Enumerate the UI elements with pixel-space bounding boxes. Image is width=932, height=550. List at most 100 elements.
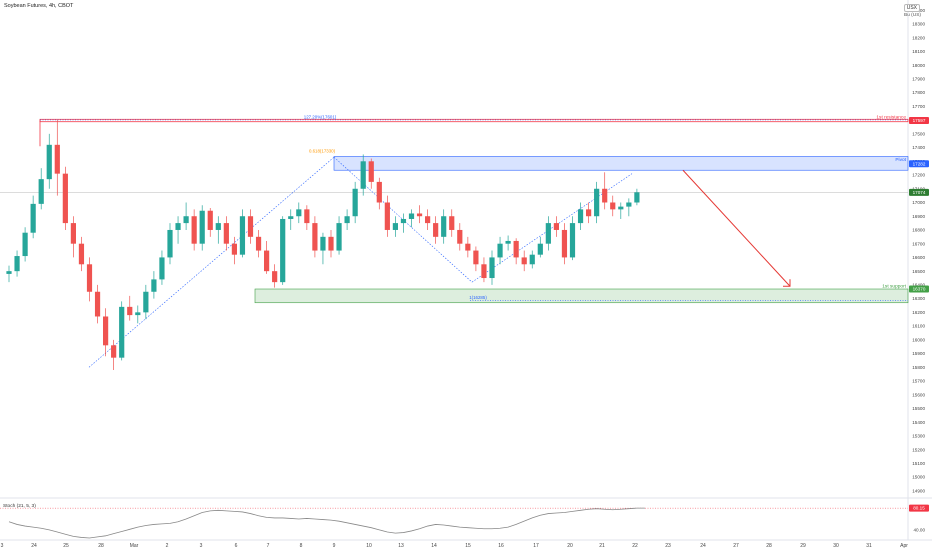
candle-body: [207, 210, 213, 230]
price-tick-label: 17800: [912, 90, 925, 95]
price-tick-label: 16700: [912, 241, 925, 246]
candle-body: [191, 216, 197, 244]
candle-body: [505, 240, 511, 244]
fib-extension-label: 127.20%(17601): [304, 114, 337, 119]
candle-body: [473, 250, 479, 265]
candle-body: [14, 256, 20, 272]
time-tick-label: 14: [431, 543, 437, 549]
price-tick-label: 16000: [912, 337, 925, 342]
price-tick-label: 18000: [912, 63, 925, 68]
time-tick-label: 13: [398, 543, 404, 549]
time-tick-label: 3: [1, 543, 4, 549]
candle-body: [610, 202, 616, 210]
candle-body: [70, 223, 76, 244]
candle-body: [384, 202, 390, 230]
last-price-tag: [909, 188, 929, 196]
candle-body: [344, 216, 350, 224]
time-tick-label: 31: [866, 543, 872, 549]
candle-body: [119, 306, 125, 358]
candle-body: [159, 257, 165, 280]
candle-body: [569, 223, 576, 258]
pivot-tag: [909, 160, 929, 168]
price-tick-label: 15900: [912, 351, 925, 356]
fib-bottom-label: 1(16285): [469, 295, 487, 300]
time-tick-label: 20: [567, 543, 573, 549]
price-tick-label: 18200: [912, 35, 925, 40]
candle-body: [360, 161, 366, 189]
price-tick-label: 17900: [912, 77, 925, 82]
resistance-tag-text: 17597: [913, 118, 926, 123]
last-price-tag-text: 17074: [913, 190, 926, 195]
time-tick-label: 6: [235, 543, 238, 549]
candle-body: [352, 188, 358, 217]
support-tag-text: 16370: [913, 287, 926, 292]
candle-body: [457, 229, 463, 244]
candle-body: [78, 243, 85, 265]
support-zone: [254, 288, 909, 304]
price-tick-label: 18100: [912, 49, 925, 54]
candle-body: [433, 223, 439, 237]
time-tick-label: 7: [267, 543, 270, 549]
support-label: 1st support: [882, 284, 906, 290]
candle-body: [304, 209, 310, 224]
time-tick-label: Apr: [900, 543, 908, 549]
candle-body: [465, 243, 471, 251]
candle-body: [561, 229, 568, 258]
price-tick-label: 16500: [912, 269, 925, 274]
resistance-tag: [909, 117, 929, 125]
candle-body: [368, 161, 374, 182]
candle-body: [618, 206, 624, 210]
candle-body: [634, 192, 640, 203]
candle-body: [199, 210, 205, 244]
candle-body: [376, 181, 382, 203]
chart-title: Soybean Futures, 4h, CBOT: [4, 3, 74, 9]
price-tick-label: 16400: [912, 282, 925, 287]
candle-body: [183, 216, 189, 224]
candle-body: [127, 306, 133, 316]
candle-body: [586, 209, 592, 217]
price-tick-label: 16600: [912, 255, 925, 260]
time-tick-label: 9: [333, 543, 336, 549]
time-tick-label: Mar: [130, 543, 139, 549]
stoch-value-tag-text: 80.15: [913, 506, 925, 511]
price-tick-label: 15400: [912, 420, 925, 425]
candle-body: [280, 218, 286, 283]
candle-body: [103, 316, 109, 346]
swing-line: [88, 156, 335, 368]
candle-body: [425, 216, 431, 224]
time-tick-label: 10: [366, 543, 372, 549]
time-tick-label: 30: [833, 543, 839, 549]
time-tick-label: 29: [800, 543, 806, 549]
time-tick-label: 23: [665, 543, 671, 549]
candle-body: [545, 223, 551, 244]
candle-body: [537, 243, 543, 255]
candle-body: [489, 257, 495, 279]
candle-body: [22, 232, 28, 257]
price-tick-label: 15500: [912, 406, 925, 411]
candle-body: [6, 271, 12, 274]
time-tick-label: 3: [200, 543, 203, 549]
swing-line: [471, 173, 633, 283]
candle-body: [553, 223, 559, 230]
fib-top-label: 0.618(17330): [309, 148, 336, 153]
candle-body: [111, 345, 117, 358]
candle-body: [143, 291, 149, 313]
price-tick-label: 17000: [912, 200, 925, 205]
price-tick-label: 18300: [912, 22, 925, 27]
time-tick-label: 28: [766, 543, 772, 549]
unit-label: Bu (US): [903, 13, 921, 18]
candle-body: [336, 223, 342, 251]
time-tick-label: 21: [599, 543, 605, 549]
candle-body: [449, 216, 455, 230]
price-tick-label: 16900: [912, 214, 925, 219]
candle-body: [239, 216, 246, 255]
candle-body: [231, 243, 237, 255]
currency-button[interactable]: USX: [903, 4, 920, 12]
candle-body: [441, 216, 447, 237]
stoch-line: [8, 507, 645, 539]
candle-body: [400, 218, 407, 224]
candle-body: [312, 223, 318, 251]
support-tag: [909, 285, 929, 293]
stoch-label: Stoch (21, 5, 3): [3, 503, 36, 509]
